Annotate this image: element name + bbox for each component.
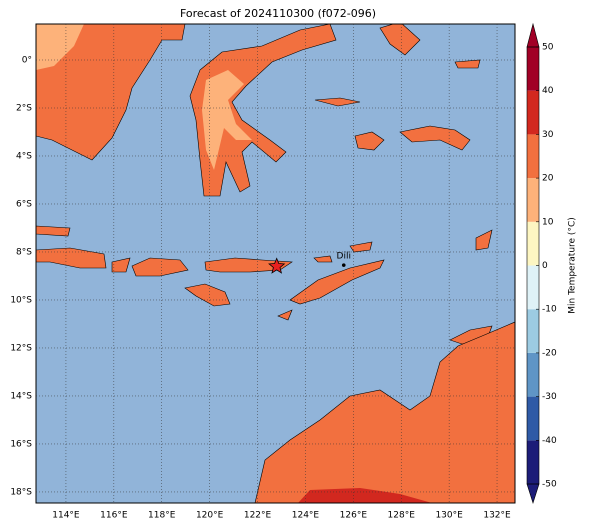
colorbar-segment xyxy=(527,134,539,179)
colorbar-segment xyxy=(527,309,539,353)
colorbar-segment xyxy=(527,47,539,91)
map-frame xyxy=(35,23,516,504)
colorbar-segment xyxy=(527,90,539,135)
city-marker xyxy=(341,263,346,267)
colorbar-tick-label: -30 xyxy=(542,392,557,402)
y-tick-label: 18°S xyxy=(10,487,32,497)
colorbar-segment xyxy=(527,396,539,441)
colorbar-tick-label: -50 xyxy=(542,480,557,490)
x-tick-label: 126°E xyxy=(340,511,368,521)
x-tick-label: 120°E xyxy=(196,511,224,521)
colorbar-segment xyxy=(527,178,539,222)
colorbar-tick-label: 0 xyxy=(542,261,548,271)
x-tick-label: 118°E xyxy=(148,511,176,521)
y-tick-label: 14°S xyxy=(10,391,32,401)
colorbar-tick-label: -20 xyxy=(542,348,557,358)
y-tick-label: 0° xyxy=(22,55,32,65)
land xyxy=(36,24,515,503)
x-tick-label: 128°E xyxy=(388,511,416,521)
map-title: Forecast of 2024110300 (f072-096) xyxy=(180,7,376,20)
colorbar-tick-label: 20 xyxy=(542,174,554,184)
colorbar-tick-label: 50 xyxy=(542,43,554,53)
colorbar-extend-top xyxy=(526,22,540,48)
y-tick-label: 4°S xyxy=(16,151,32,161)
x-tick-label: 122°E xyxy=(244,511,272,521)
colorbar-tick-label: -10 xyxy=(542,305,557,315)
y-tick-label: 2°S xyxy=(16,103,32,113)
colorbar-label: Min Temperature (°C) xyxy=(568,217,578,314)
x-tick-label: 130°E xyxy=(435,511,463,521)
city-label: Dili xyxy=(337,252,351,262)
colorbar-extend-bottom xyxy=(526,483,540,504)
colorbar-tick-label: -40 xyxy=(542,436,557,446)
x-tick-label: 132°E xyxy=(483,511,511,521)
y-tick-label: 8°S xyxy=(16,247,32,257)
colorbar-tick-label: 30 xyxy=(542,130,554,140)
x-tick-label: 116°E xyxy=(100,511,128,521)
y-tick-label: 10°S xyxy=(10,295,32,305)
event-star xyxy=(268,257,286,274)
colorbar-segment xyxy=(527,352,539,397)
x-tick-label: 114°E xyxy=(52,511,80,521)
colorbar-tick-label: 40 xyxy=(542,86,554,96)
colorbar-segment xyxy=(527,221,539,266)
y-tick-label: 16°S xyxy=(10,439,32,449)
colorbar-segment xyxy=(527,440,539,484)
colorbar-segment xyxy=(527,265,539,310)
y-tick-label: 12°S xyxy=(10,343,32,353)
colorbar-tick-label: 10 xyxy=(542,217,554,227)
x-tick-label: 124°E xyxy=(292,511,320,521)
y-tick-label: 6°S xyxy=(16,199,32,209)
